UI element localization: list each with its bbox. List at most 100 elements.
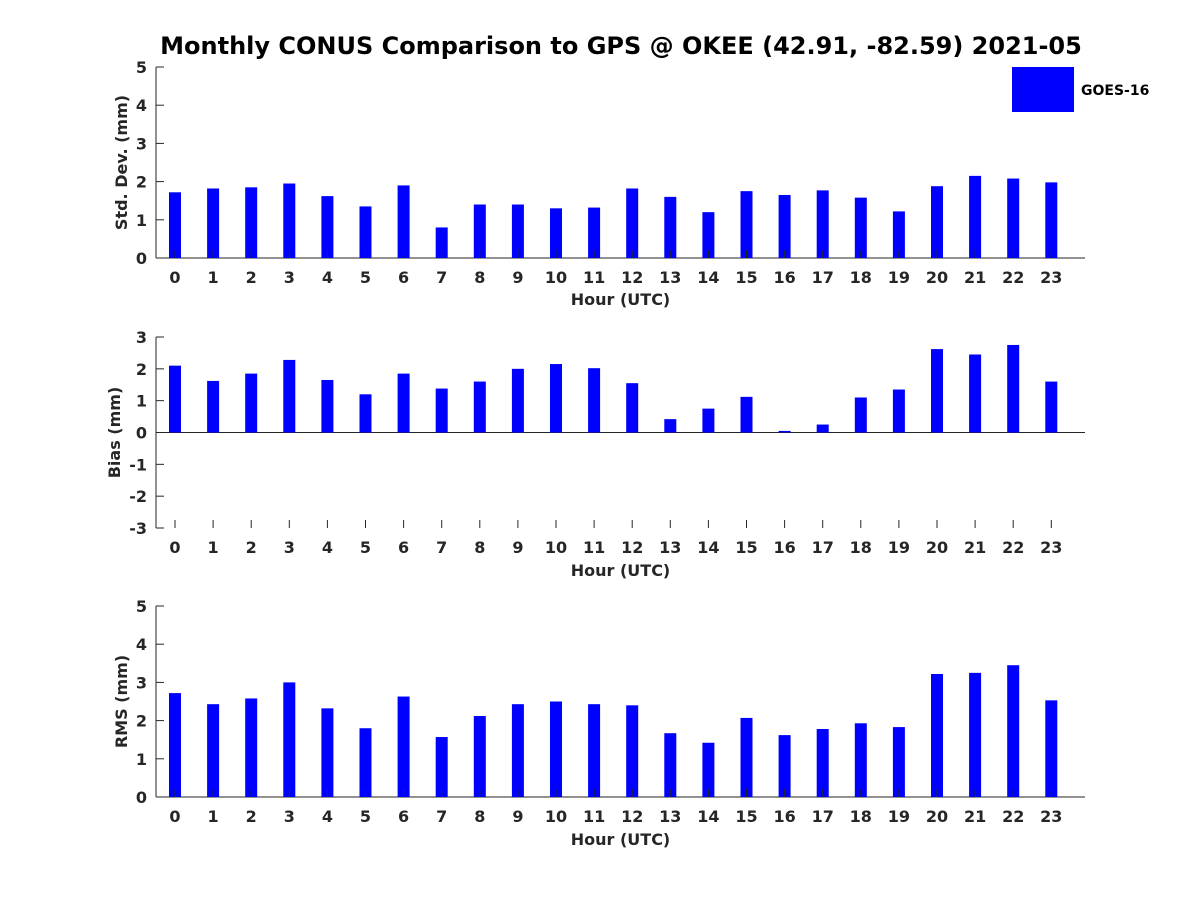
x-tick-label: 5: [360, 807, 371, 826]
bar-hour-16: [778, 194, 791, 258]
bar-hour-18: [854, 197, 867, 258]
x-tick-label: 17: [812, 807, 834, 826]
x-tick-label: 15: [735, 268, 757, 287]
bar-hour-4: [321, 196, 334, 258]
y-tick-label: 3: [136, 328, 147, 347]
bar-hour-12: [626, 188, 639, 258]
y-tick-label: 2: [136, 712, 147, 731]
x-tick-label: 13: [659, 807, 681, 826]
x-tick-label: 3: [284, 807, 295, 826]
bar-hour-7: [435, 737, 448, 797]
y-tick-label: 3: [136, 134, 147, 153]
bar-hour-14: [702, 212, 715, 258]
x-tick-label: 11: [583, 538, 605, 557]
x-tick-label: 9: [512, 807, 523, 826]
bar-hour-1: [207, 188, 220, 258]
y-tick-label: 1: [136, 392, 147, 411]
bar-hour-0: [169, 192, 181, 258]
bar-hour-1: [207, 704, 220, 797]
y-tick-label: 0: [136, 424, 147, 443]
x-tick-label: 0: [169, 538, 180, 557]
y-tick-label: -2: [129, 487, 147, 506]
x-tick-label: 21: [964, 807, 986, 826]
x-tick-label: 2: [246, 807, 257, 826]
x-tick-label: 18: [850, 538, 872, 557]
x-tick-label: 18: [850, 268, 872, 287]
bar-hour-1: [207, 380, 220, 433]
x-tick-label: 12: [621, 268, 643, 287]
x-tick-label: 14: [697, 538, 719, 557]
y-tick-label: 2: [136, 360, 147, 379]
bar-hour-11: [588, 368, 601, 433]
y-tick-label: 1: [136, 750, 147, 769]
y-axis-label: RMS (mm): [112, 655, 131, 748]
bar-hour-21: [969, 175, 982, 258]
x-tick-label: 0: [169, 268, 180, 287]
x-axis-label: Hour (UTC): [571, 830, 671, 849]
legend: GOES-16: [1012, 67, 1149, 112]
x-tick-label: 14: [697, 268, 719, 287]
bar-hour-6: [397, 696, 410, 797]
bar-hour-10: [550, 208, 562, 258]
bar-hour-7: [435, 388, 448, 433]
bar-hour-9: [511, 368, 524, 433]
bar-hour-4: [321, 708, 334, 797]
bar-hour-8: [473, 204, 486, 258]
bar-hour-2: [245, 698, 258, 797]
x-tick-label: 4: [322, 538, 333, 557]
bar-hour-21: [969, 672, 982, 797]
x-tick-label: 3: [284, 268, 295, 287]
x-tick-label: 4: [322, 268, 333, 287]
x-tick-label: 19: [888, 538, 910, 557]
legend-swatch: [1012, 67, 1074, 112]
x-tick-label: 1: [208, 538, 219, 557]
bar-hour-7: [435, 227, 448, 258]
y-tick-label: 2: [136, 173, 147, 192]
bar-hour-15: [740, 396, 753, 433]
bar-hour-3: [283, 183, 296, 258]
bar-hour-12: [626, 383, 639, 433]
x-tick-label: 8: [474, 538, 485, 557]
x-tick-label: 9: [512, 538, 523, 557]
x-tick-label: 11: [583, 268, 605, 287]
x-tick-label: 16: [773, 538, 795, 557]
x-tick-label: 21: [964, 538, 986, 557]
bar-hour-14: [702, 742, 715, 797]
x-tick-label: 10: [545, 268, 567, 287]
x-tick-label: 7: [436, 268, 447, 287]
x-tick-label: 17: [812, 268, 834, 287]
bar-hour-4: [321, 379, 334, 433]
y-tick-label: 5: [136, 58, 147, 77]
x-tick-label: 11: [583, 807, 605, 826]
y-tick-label: 3: [136, 673, 147, 692]
x-tick-label: 8: [474, 268, 485, 287]
x-tick-label: 12: [621, 807, 643, 826]
bar-hour-20: [931, 186, 943, 258]
x-tick-label: 23: [1040, 268, 1062, 287]
x-tick-label: 3: [284, 538, 295, 557]
bar-hour-5: [359, 728, 372, 797]
y-tick-label: -3: [129, 519, 147, 538]
x-tick-label: 9: [512, 268, 523, 287]
x-tick-label: 16: [773, 807, 795, 826]
bar-hour-15: [740, 717, 753, 797]
x-tick-label: 14: [697, 807, 719, 826]
bar-hour-13: [664, 196, 677, 258]
y-tick-label: 1: [136, 211, 147, 230]
x-tick-label: 18: [850, 807, 872, 826]
bar-hour-19: [892, 389, 905, 433]
bar-hour-13: [664, 733, 677, 797]
y-tick-label: 4: [136, 635, 147, 654]
x-tick-label: 22: [1002, 807, 1024, 826]
x-tick-label: 20: [926, 538, 948, 557]
x-tick-label: 5: [360, 538, 371, 557]
x-tick-label: 21: [964, 268, 986, 287]
y-tick-label: 0: [136, 788, 147, 807]
x-tick-label: 19: [888, 807, 910, 826]
bar-hour-17: [816, 729, 829, 797]
x-tick-label: 20: [926, 268, 948, 287]
bar-hour-18: [854, 397, 867, 433]
x-axis-label: Hour (UTC): [571, 561, 671, 580]
x-tick-label: 6: [398, 538, 409, 557]
